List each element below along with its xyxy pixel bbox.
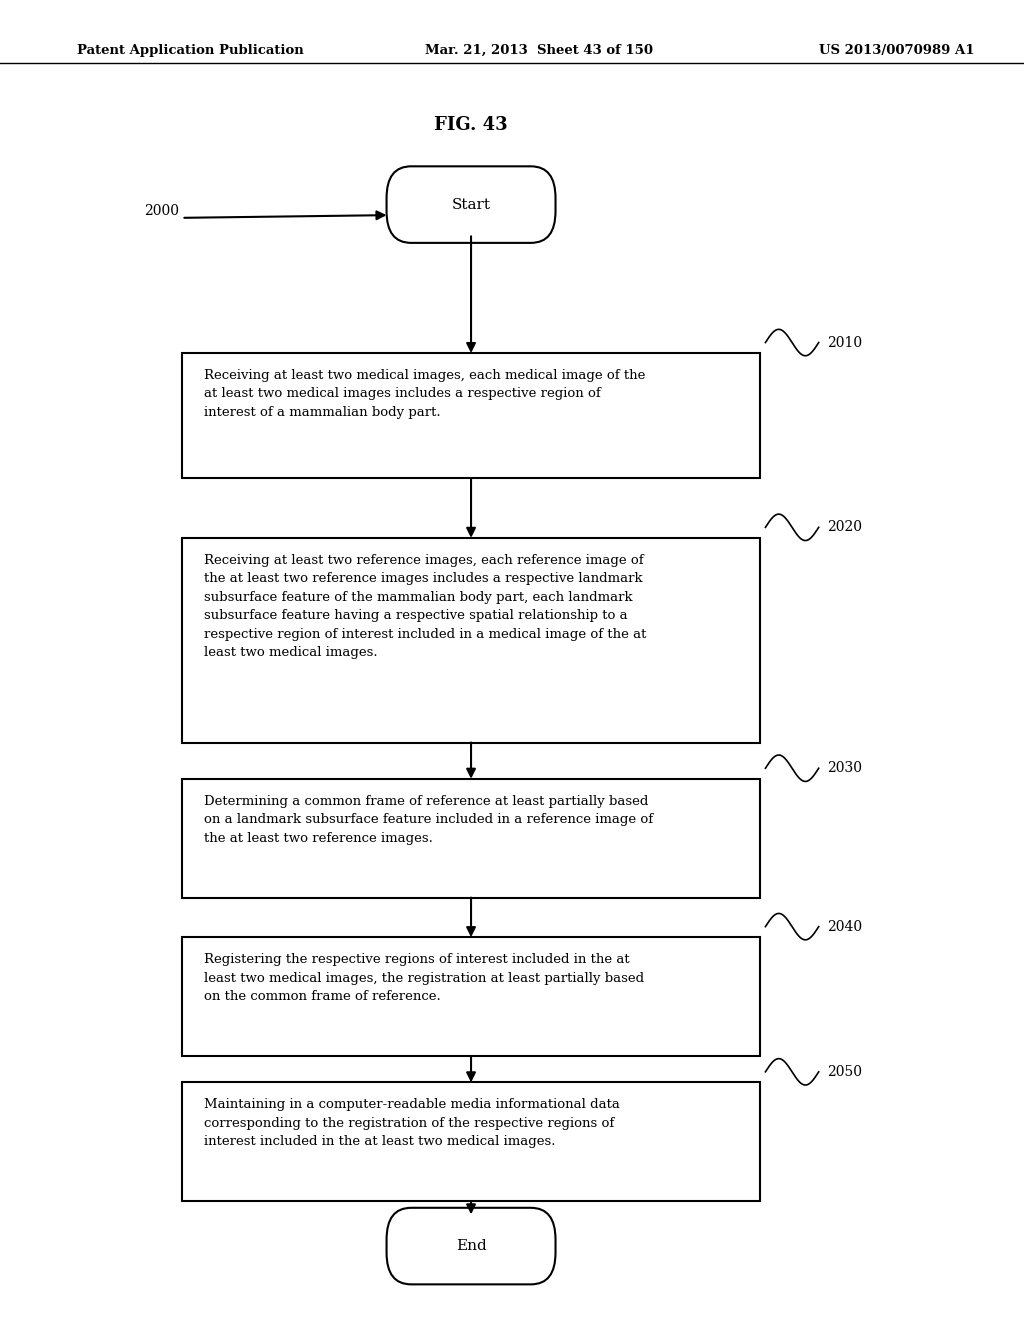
FancyBboxPatch shape <box>182 539 760 742</box>
Text: End: End <box>456 1239 486 1253</box>
Text: 2000: 2000 <box>144 205 179 218</box>
Text: 2020: 2020 <box>826 520 862 535</box>
Text: 2050: 2050 <box>826 1065 862 1078</box>
Text: 2040: 2040 <box>826 920 862 933</box>
Text: Patent Application Publication: Patent Application Publication <box>77 44 303 57</box>
FancyBboxPatch shape <box>182 779 760 898</box>
Text: US 2013/0070989 A1: US 2013/0070989 A1 <box>819 44 975 57</box>
FancyBboxPatch shape <box>182 352 760 478</box>
Text: Receiving at least two reference images, each reference image of
the at least tw: Receiving at least two reference images,… <box>205 554 647 659</box>
FancyBboxPatch shape <box>182 937 760 1056</box>
Text: Determining a common frame of reference at least partially based
on a landmark s: Determining a common frame of reference … <box>205 795 653 845</box>
Text: Registering the respective regions of interest included in the at
least two medi: Registering the respective regions of in… <box>205 953 644 1003</box>
FancyBboxPatch shape <box>182 1082 760 1201</box>
Text: Start: Start <box>452 198 490 211</box>
FancyBboxPatch shape <box>387 166 555 243</box>
Text: Mar. 21, 2013  Sheet 43 of 150: Mar. 21, 2013 Sheet 43 of 150 <box>425 44 653 57</box>
Text: Maintaining in a computer-readable media informational data
corresponding to the: Maintaining in a computer-readable media… <box>205 1098 621 1148</box>
Text: 2030: 2030 <box>826 762 862 775</box>
Text: 2010: 2010 <box>826 335 862 350</box>
FancyBboxPatch shape <box>387 1208 555 1284</box>
Text: FIG. 43: FIG. 43 <box>434 116 508 135</box>
Text: Receiving at least two medical images, each medical image of the
at least two me: Receiving at least two medical images, e… <box>205 368 646 418</box>
